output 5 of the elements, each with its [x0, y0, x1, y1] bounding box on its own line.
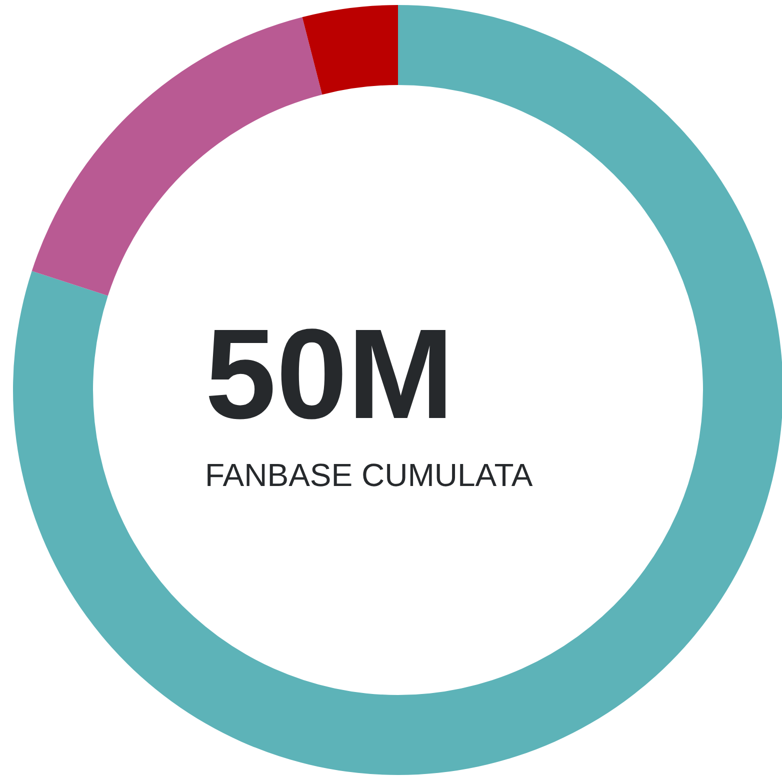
donut-slice: [302, 5, 398, 95]
text: FANBASE CUMULATA: [205, 457, 534, 493]
text: 50M: [205, 303, 454, 446]
donut-slice: [32, 17, 322, 296]
donut-slice: [14, 5, 782, 775]
